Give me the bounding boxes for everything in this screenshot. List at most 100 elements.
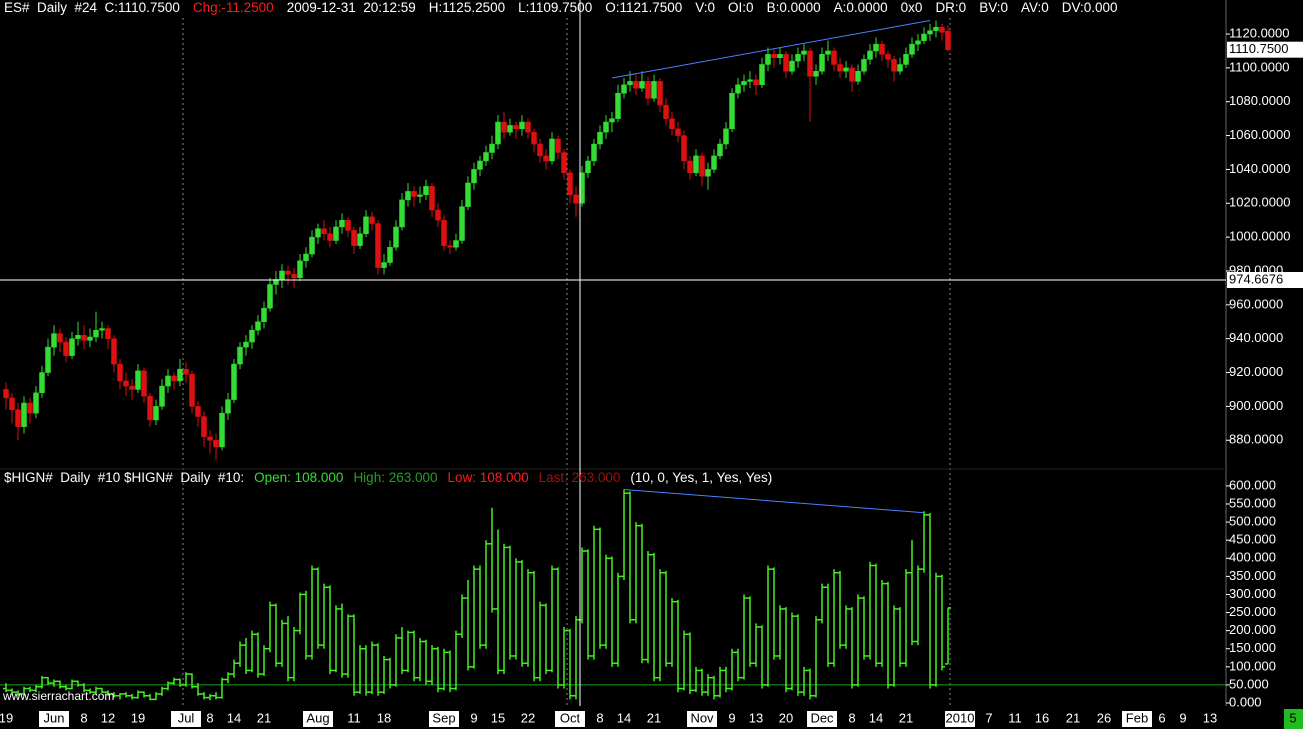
candle-body [567,172,573,196]
candle-body [171,375,177,382]
y-tick-label: 0.000 [1229,694,1262,709]
header-item: $HIGN# Daily #10 $HIGN# Daily #10: [4,470,245,485]
candle-body [357,233,363,246]
x-tick-label: 8 [80,710,87,725]
x-label-box [171,711,201,727]
candle-body [237,346,243,365]
candle-body [147,395,153,421]
candle-body [441,219,447,246]
header-item: L:1109.7500 [518,0,593,15]
candle-body [735,84,741,94]
y-tick-label: 1000.0000 [1229,229,1290,244]
x-tick-label: 16 [1035,710,1049,725]
y-tick-label: 350.000 [1229,568,1276,583]
candle-body [267,284,273,309]
candle-body [837,64,843,72]
candle-body [537,143,543,157]
crosshair-box [1227,272,1303,289]
candle-body [141,370,147,397]
candle-body [387,247,393,263]
candle-body [207,436,213,441]
candle-body [459,206,465,241]
header-item: V:0 [695,0,716,15]
candle-body [885,54,891,60]
candle-body [591,143,597,162]
candle-body [99,328,105,331]
candle-body [153,406,159,421]
candle-body [627,81,633,86]
candle-body [435,209,441,221]
candle-body [243,341,249,348]
x-tick-label: 11 [347,710,361,725]
y-tick-label: 300.000 [1229,586,1276,601]
header-item: (10, 0, Yes, 1, Yes, Yes) [630,470,773,485]
candle-body [3,389,9,399]
candle-body [327,233,333,241]
candle-body [741,81,747,86]
x-tick-label: 6 [1158,710,1165,725]
candle-body [45,346,51,373]
candle-body [213,439,219,448]
candle-body [225,399,231,414]
y-tick-label: 50.000 [1229,676,1269,691]
candle-body [309,236,315,255]
candle-body [477,160,483,170]
x-label-box [555,711,585,727]
candle-body [339,219,345,228]
candle-body [249,329,255,343]
x-tick-label: 22 [521,710,535,725]
x-tick-label: 14 [227,710,241,725]
header-item: A:0.0000 [833,0,888,15]
candle-body [381,262,387,268]
candle-body [927,30,933,35]
candle-body [297,260,303,279]
candle-body [87,336,93,341]
x-tick-label: 26 [1097,710,1111,725]
candle-body [585,160,591,174]
candle-body [291,274,297,279]
candle-body [939,27,945,33]
header-item: Open: 108.000 [254,470,344,485]
candle-body [723,128,729,145]
x-tick-label: 20 [779,710,793,725]
candle-body [399,199,405,228]
y-tick-label: 1060.0000 [1229,127,1290,142]
candle-body [345,219,351,231]
website: www.sierrachart.com [2,689,114,703]
candle-body [111,338,117,365]
candle-body [771,54,777,58]
candle-body [819,54,825,72]
candle-body [471,169,477,184]
candle-body [63,341,69,356]
candle-body [561,152,567,174]
y-tick-label: 880.0000 [1229,432,1283,447]
x-tick-label: 14 [869,710,883,725]
candle-body [549,138,555,162]
candle-body [21,402,27,427]
candle-body [675,128,681,136]
x-tick-label: Nov [690,710,714,725]
candle-body [57,333,63,343]
x-tick-label: 9 [728,710,735,725]
x-tick-label: Feb [1126,710,1148,725]
candle-body [639,81,645,89]
y-tick-label: 1020.0000 [1229,195,1290,210]
candle-body [687,160,693,174]
candle-body [165,375,171,387]
candle-body [285,270,291,275]
candle-body [105,328,111,339]
y-tick-label: 1120.0000 [1229,25,1290,40]
status-box [1284,709,1303,729]
candle-body [69,338,75,356]
candle-body [891,59,897,72]
candle-body [747,79,753,82]
candle-body [513,125,519,130]
x-label-box [429,711,459,727]
status: 5 [1289,710,1296,725]
x-tick-label: 13 [749,710,763,725]
candle-body [597,131,603,145]
candle-body [933,27,939,31]
price-header: ES# Daily #24 C:1110.7500 Chg:-11.2500 2… [4,0,1118,15]
candle-body [753,79,759,86]
candle-body [177,368,183,382]
